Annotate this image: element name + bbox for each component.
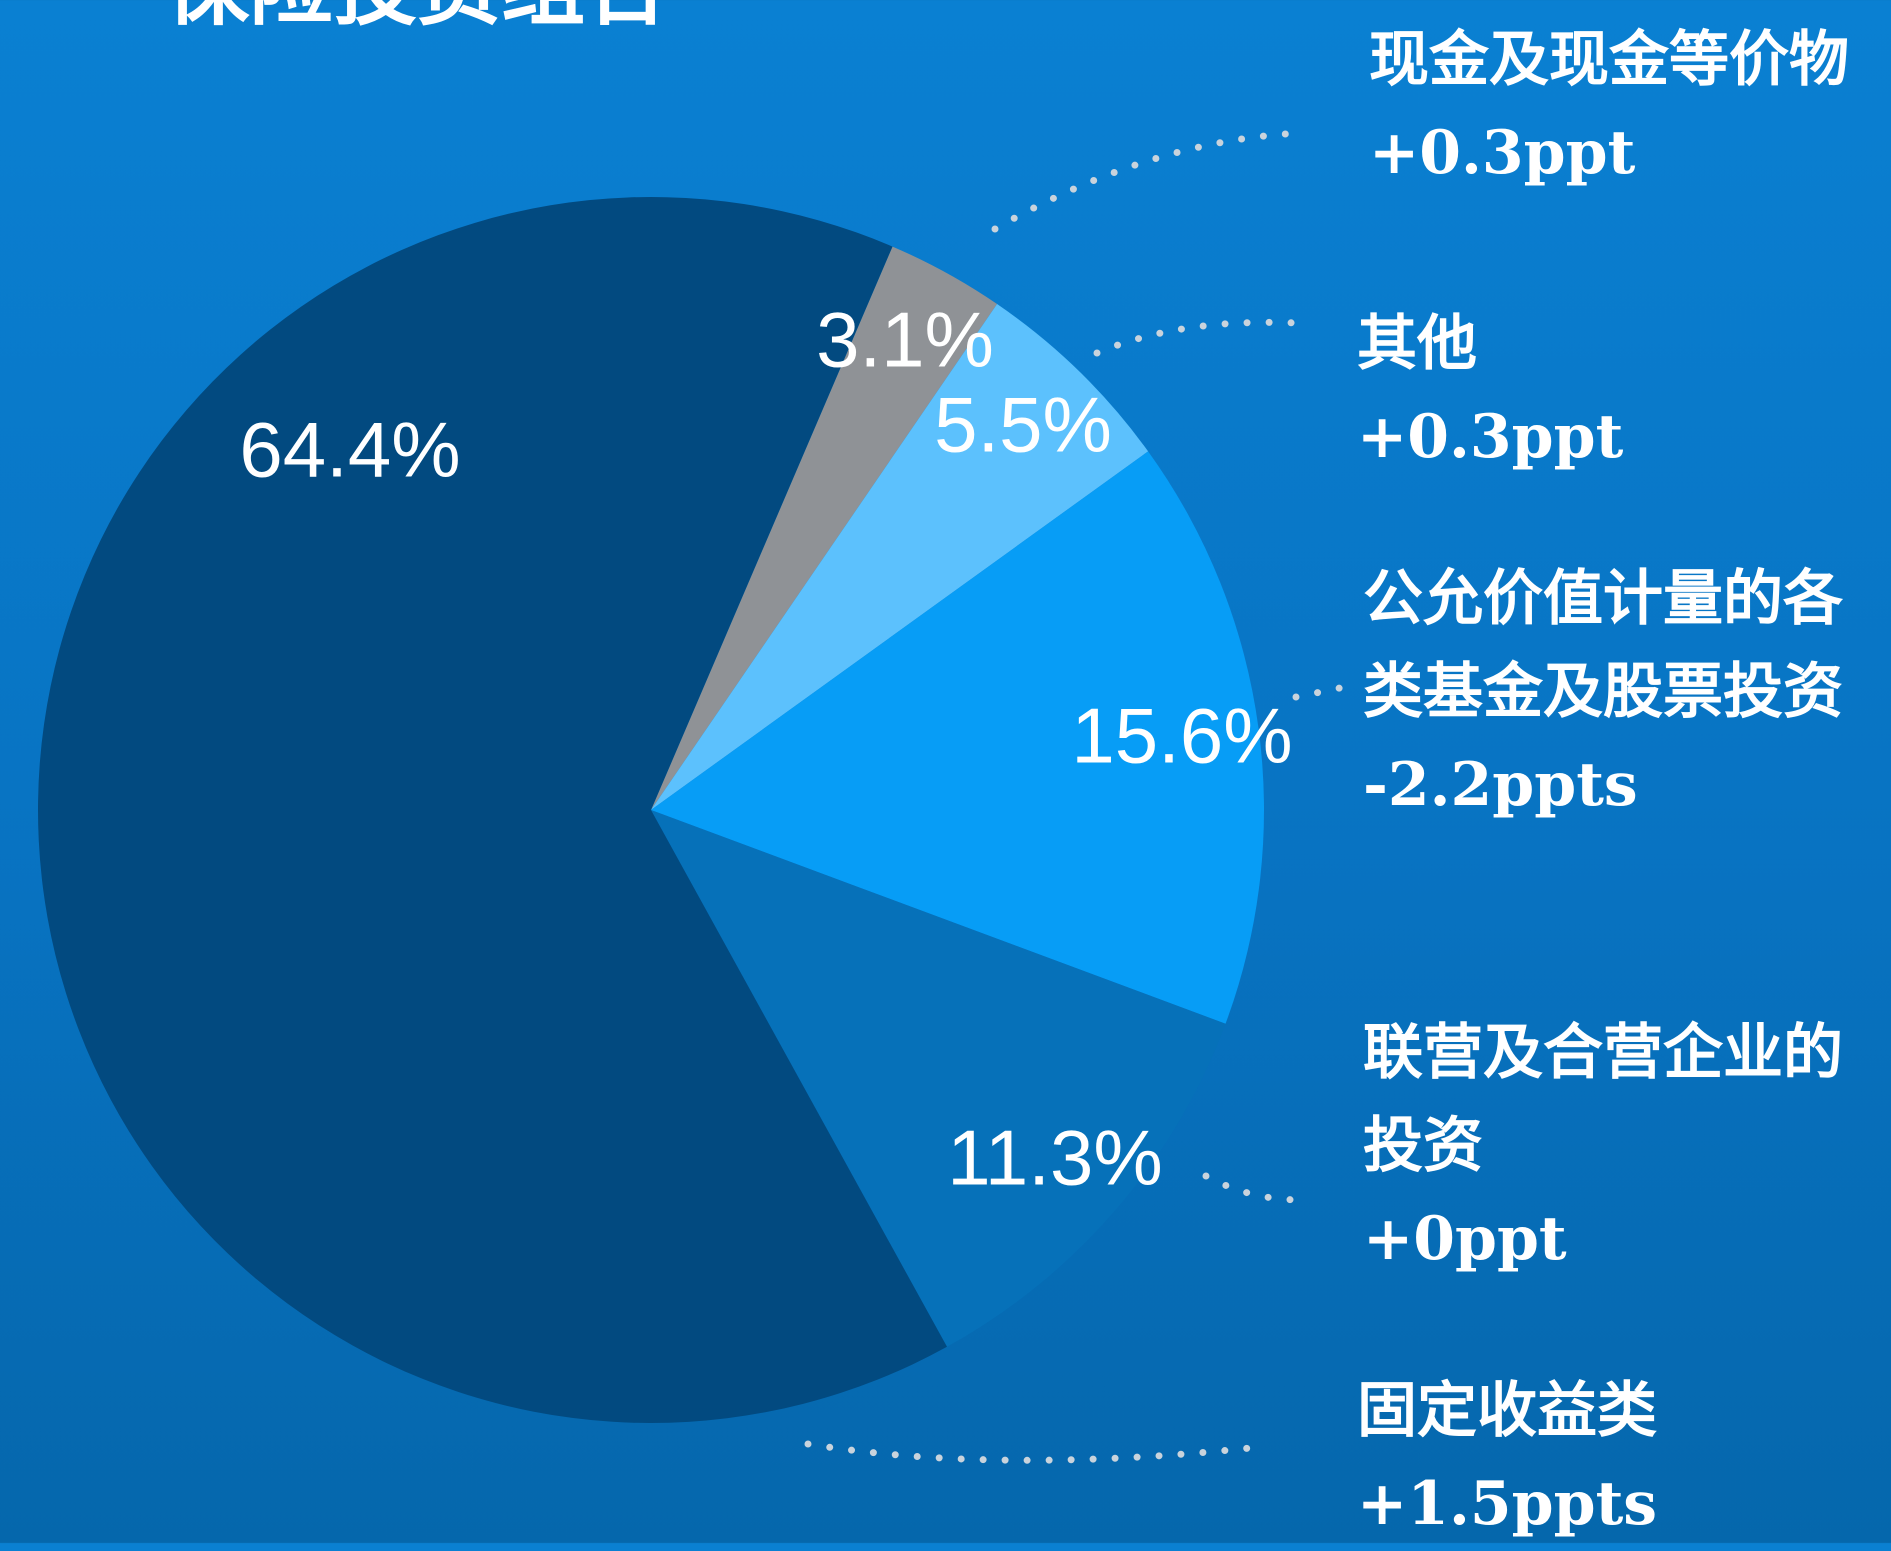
pie-slice xyxy=(651,451,1264,1024)
change-annotation: +0ppt xyxy=(1363,1204,1567,1274)
leader-line xyxy=(1292,684,1344,701)
chart-title: 保险投资组合 xyxy=(165,0,669,38)
legend-label: 公允价值计量的各类基金及股票投资 xyxy=(1363,564,1843,727)
value-label: 11.3% xyxy=(947,1114,1162,1202)
value-label: 5.5% xyxy=(934,381,1112,469)
pie-slice xyxy=(651,246,998,810)
legend-label: 固定收益类 xyxy=(1357,1376,1657,1446)
change-annotation: +0.3ppt xyxy=(1369,118,1636,188)
value-label: 3.1% xyxy=(816,296,994,384)
change-annotation: +1.5ppts xyxy=(1357,1469,1658,1539)
legend-label: 联营及合营企业的投资 xyxy=(1363,1018,1843,1181)
value-label: 64.4% xyxy=(239,406,460,494)
value-label: 15.6% xyxy=(1071,692,1292,780)
legend-entry: 公允价值计量的各类基金及股票投资 -2.2ppts xyxy=(1363,553,1888,832)
leader-lines xyxy=(804,129,1344,1464)
leader-line xyxy=(1202,1172,1306,1204)
legend-label: 现金及现金等价物 xyxy=(1369,25,1849,95)
change-annotation: +0.3ppt xyxy=(1357,402,1624,472)
pie xyxy=(38,197,1264,1423)
pie-slice xyxy=(38,197,947,1423)
leader-line xyxy=(804,1440,1264,1464)
change-annotation: -2.2ppts xyxy=(1363,750,1638,820)
leader-line xyxy=(1093,318,1300,357)
legend-entry: 现金及现金等价物 +0.3ppt xyxy=(1369,14,1891,200)
leader-line xyxy=(991,129,1306,233)
pie-slice xyxy=(651,810,1226,1347)
legend-entry: 联营及合营企业的投资 +0ppt xyxy=(1363,1007,1888,1286)
legend-entry: 固定收益类 +1.5ppts xyxy=(1357,1365,1882,1551)
pie-slice xyxy=(651,304,1149,810)
legend-label: 其他 xyxy=(1357,309,1477,379)
legend-entry: 其他 +0.3ppt xyxy=(1357,298,1882,484)
